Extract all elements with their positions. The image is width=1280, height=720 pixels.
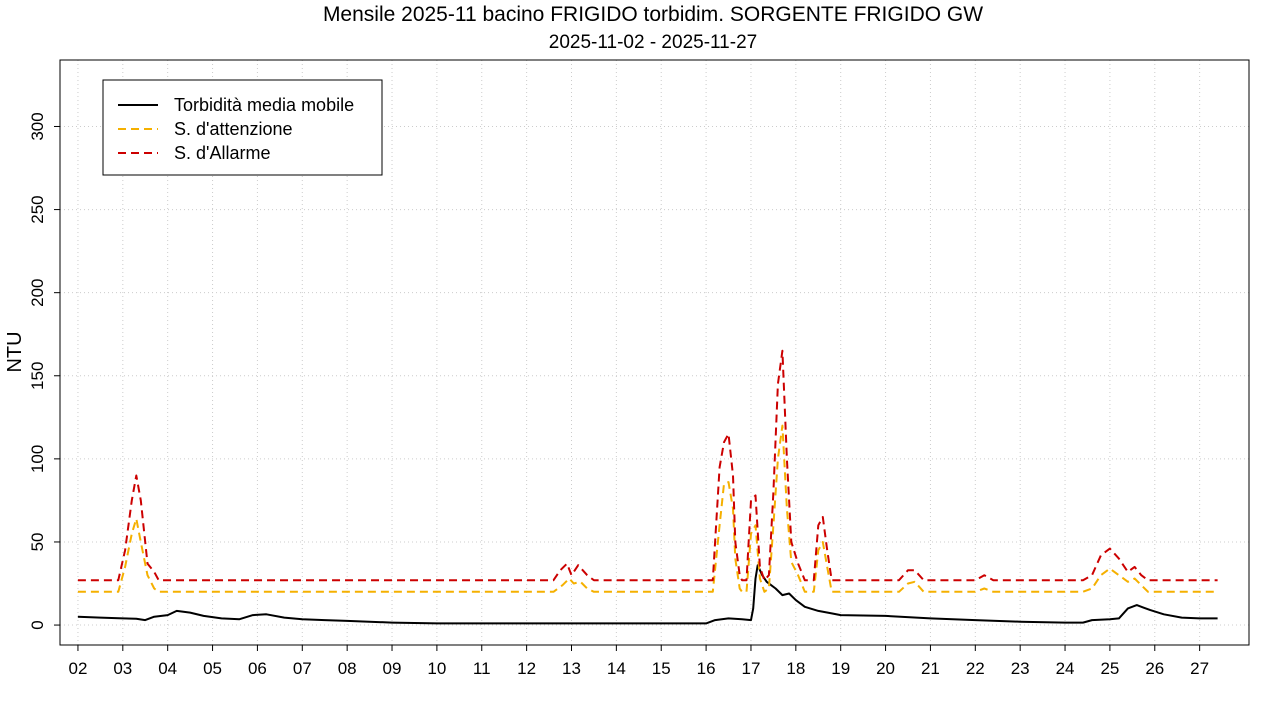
x-tick-label: 21 — [921, 659, 940, 678]
y-axis: 0 50 100 150 200 250 300 — [28, 112, 60, 630]
x-tick-label: 08 — [338, 659, 357, 678]
x-tick-label: 23 — [1011, 659, 1030, 678]
x-tick-label: 02 — [68, 659, 87, 678]
x-tick-label: 06 — [248, 659, 267, 678]
chart-title: Mensile 2025-11 bacino FRIGIDO torbidim.… — [323, 3, 983, 26]
legend-entry: S. d'Allarme — [174, 143, 270, 163]
x-tick-label: 10 — [427, 659, 446, 678]
x-tick-label: 03 — [113, 659, 132, 678]
plot-frame — [59, 59, 1250, 646]
y-tick-label: 200 — [28, 278, 47, 306]
x-tick-label: 09 — [383, 659, 402, 678]
x-tick-label: 22 — [966, 659, 985, 678]
series-line-3 — [77, 349, 1218, 582]
legend-entry: S. d'attenzione — [174, 119, 293, 139]
y-tick-label: 0 — [28, 620, 47, 629]
x-axis: 02 03 04 05 06 07 08 09 10 11 12 13 14 15 16 17 18 19 20 21… — [68, 645, 1209, 678]
y-tick-label: 300 — [28, 112, 47, 140]
x-tick-label: 04 — [158, 659, 177, 678]
x-tick-label: 20 — [876, 659, 895, 678]
x-tick-label: 25 — [1100, 659, 1119, 678]
legend-box — [102, 79, 383, 176]
x-tick-label: 27 — [1190, 659, 1209, 678]
series-line-2 — [77, 424, 1218, 593]
x-tick-label: 05 — [203, 659, 222, 678]
x-tick-label: 13 — [562, 659, 581, 678]
x-tick-label: 19 — [831, 659, 850, 678]
legend: Torbidità media mobile S. d'attenzione S. … — [102, 79, 383, 176]
x-tick-label: 17 — [742, 659, 761, 678]
x-tick-label: 15 — [652, 659, 671, 678]
y-tick-label: 150 — [28, 362, 47, 390]
series-lines — [77, 349, 1218, 625]
x-tick-label: 11 — [473, 659, 491, 678]
x-tick-label: 18 — [786, 659, 805, 678]
x-tick-label: 07 — [293, 659, 312, 678]
series-line-1 — [77, 564, 1218, 625]
y-axis-label: NTU — [4, 331, 26, 372]
x-tick-label: 24 — [1056, 659, 1075, 678]
y-tick-label: 250 — [28, 195, 47, 223]
x-tick-label: 26 — [1145, 659, 1164, 678]
y-tick-label: 50 — [28, 532, 47, 551]
x-tick-label: 14 — [607, 659, 626, 678]
chart-subtitle: 2025-11-02 - 2025-11-27 — [549, 32, 757, 53]
legend-entry: Torbidità media mobile — [174, 95, 354, 115]
y-tick-label: 100 — [28, 445, 47, 473]
grid — [60, 60, 1249, 645]
x-tick-label: 16 — [697, 659, 716, 678]
x-tick-label: 12 — [517, 659, 536, 678]
